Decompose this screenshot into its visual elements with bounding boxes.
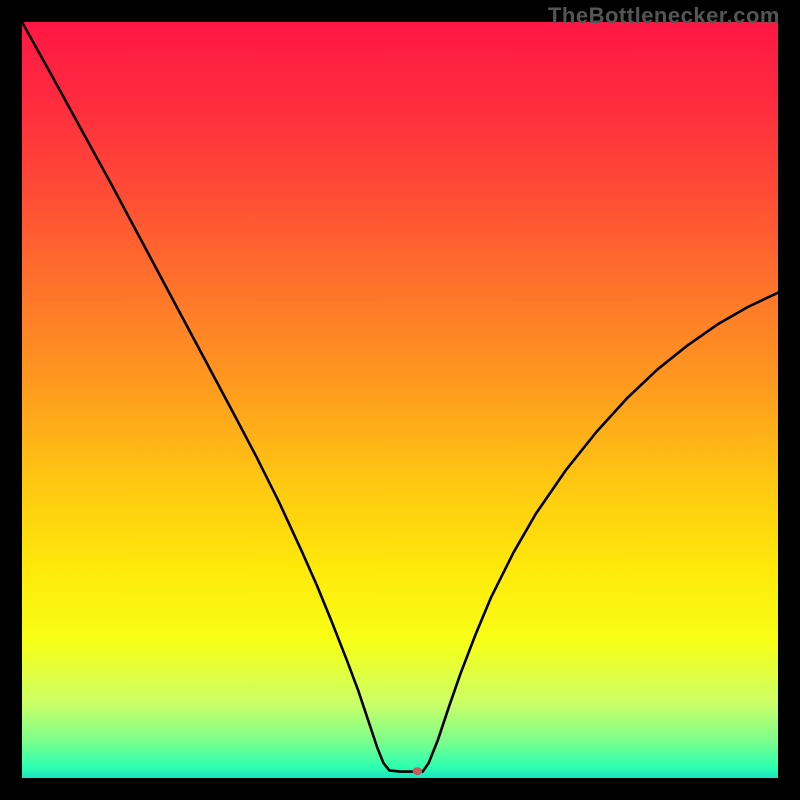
optimal-point-marker bbox=[413, 768, 422, 775]
watermark-text: TheBottlenecker.com bbox=[548, 3, 780, 29]
chart-svg bbox=[22, 22, 778, 778]
chart-frame: TheBottlenecker.com bbox=[0, 0, 800, 800]
plot-area bbox=[22, 22, 778, 778]
plot-background bbox=[22, 22, 778, 778]
